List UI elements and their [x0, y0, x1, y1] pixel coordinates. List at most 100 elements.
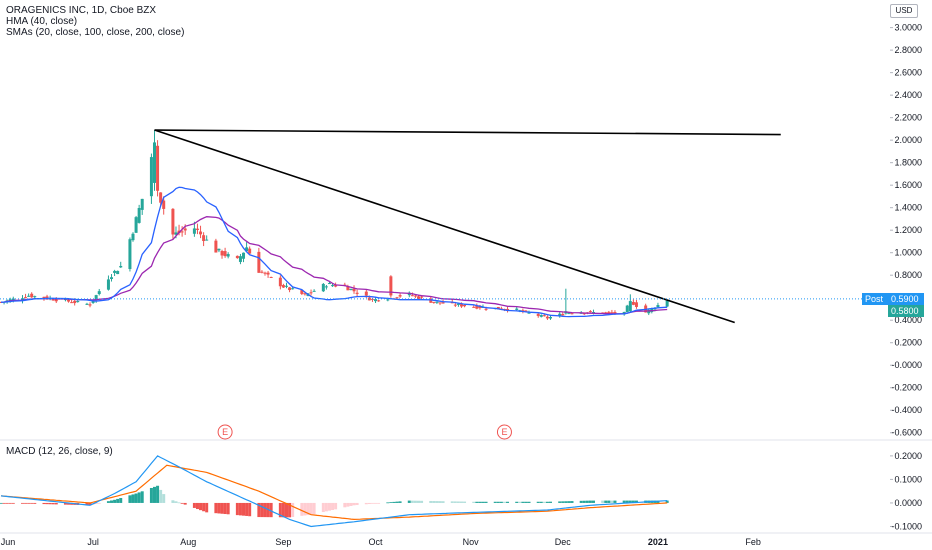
- macd-bar: [202, 502, 206, 512]
- macd-bar: [665, 500, 669, 503]
- candle-body: [459, 304, 463, 307]
- macd-bar: [113, 499, 117, 503]
- earnings-marker[interactable]: [496, 424, 512, 440]
- macd-bar: [561, 501, 565, 503]
- y-tick-label: -0.4000: [891, 405, 922, 415]
- macd-bar: [549, 501, 553, 503]
- candle-body: [278, 277, 282, 287]
- macd-bar: [309, 502, 313, 515]
- candle-body: [610, 312, 614, 314]
- y-tick-label: 2.2000: [894, 113, 922, 123]
- macd-bar: [192, 502, 196, 508]
- macd-bar: [610, 500, 614, 503]
- macd-bar: [2, 502, 6, 504]
- macd-bar: [453, 501, 457, 503]
- candle-body: [410, 295, 414, 297]
- macd-bar: [180, 502, 184, 504]
- candle-body: [312, 290, 316, 292]
- candle-body: [54, 299, 58, 302]
- candle-body: [582, 313, 586, 315]
- candle-body: [88, 304, 92, 306]
- earnings-marker[interactable]: [217, 424, 233, 440]
- candle-body: [346, 286, 350, 291]
- candle-body: [110, 277, 114, 280]
- candle-body: [472, 306, 476, 308]
- candle-body: [613, 312, 617, 314]
- trendline[interactable]: [154, 129, 735, 324]
- macd-bar: [238, 502, 242, 516]
- macd-bar: [410, 500, 414, 503]
- macd-bar: [51, 502, 55, 505]
- candle-body: [266, 272, 270, 275]
- macd-bar: [524, 501, 528, 503]
- macd-bar: [327, 502, 331, 511]
- candle-body: [134, 217, 138, 233]
- hma-legend: HMA (40, close): [6, 16, 78, 27]
- close-price-tag: 0.5800: [888, 305, 924, 317]
- macd-bar: [386, 502, 390, 504]
- macd-bar: [235, 502, 239, 516]
- sma-legend: SMAs (20, close, 100, close, 200, close): [6, 27, 185, 38]
- candle-body: [85, 303, 89, 305]
- macd-bar: [395, 501, 399, 503]
- candle-body: [91, 300, 95, 303]
- y-tick-label: 1.6000: [894, 180, 922, 190]
- candle-body: [180, 231, 184, 233]
- macd-bar: [588, 500, 592, 503]
- macd-bar: [94, 502, 98, 504]
- y-tick-label: -0.0000: [891, 360, 922, 370]
- currency-badge[interactable]: USD: [890, 4, 918, 18]
- macd-bar: [334, 502, 338, 510]
- macd-bar: [131, 494, 135, 503]
- macd-bar: [429, 500, 433, 503]
- candle-body: [195, 228, 199, 230]
- macd-bar: [413, 500, 417, 503]
- macd-bar: [438, 501, 442, 503]
- macd-bar: [496, 501, 500, 503]
- y-tick-label: 2.6000: [894, 68, 922, 78]
- macd-bar: [116, 498, 120, 503]
- macd-bar: [42, 502, 46, 505]
- macd-bar: [156, 485, 160, 503]
- candle-body: [235, 255, 239, 259]
- macd-bar: [245, 502, 249, 516]
- y-tick-label: 0.8000: [894, 270, 922, 280]
- candle-body: [309, 292, 313, 294]
- macd-bar: [374, 502, 378, 504]
- macd-bar: [20, 502, 24, 504]
- candle-body: [429, 298, 433, 303]
- candle-body: [226, 254, 230, 257]
- macd-bar: [331, 502, 335, 510]
- date-label: Aug: [180, 537, 196, 547]
- date-label: Nov: [463, 537, 480, 547]
- macd-bar: [499, 501, 503, 503]
- candle-body: [260, 271, 264, 273]
- candle-body: [257, 251, 261, 273]
- candle-body: [352, 288, 356, 292]
- candle-body: [321, 283, 325, 292]
- candle-body: [524, 310, 528, 312]
- candle-body: [149, 157, 153, 197]
- macd-bar: [110, 500, 114, 503]
- y-tick-label: 3.0000: [894, 23, 922, 33]
- candle-body: [128, 239, 132, 270]
- macd-bar: [159, 489, 163, 503]
- earnings-marker-label: E: [501, 427, 507, 437]
- macd-bar: [558, 501, 562, 503]
- macd-bar: [0, 502, 3, 504]
- candle-body: [634, 302, 638, 307]
- candle-body: [631, 301, 635, 305]
- macd-y-tick-label: 0.0000: [894, 498, 922, 508]
- macd-bar: [140, 491, 144, 503]
- macd-bar: [174, 501, 178, 503]
- candle-body: [653, 308, 657, 310]
- macd-bar: [199, 502, 203, 511]
- macd-bar: [506, 501, 510, 503]
- macd-bar: [567, 501, 571, 503]
- macd-line: [0, 455, 668, 528]
- macd-bar: [306, 502, 310, 516]
- candle-body: [334, 284, 338, 287]
- candle-body: [152, 142, 156, 183]
- trendline[interactable]: [154, 129, 781, 136]
